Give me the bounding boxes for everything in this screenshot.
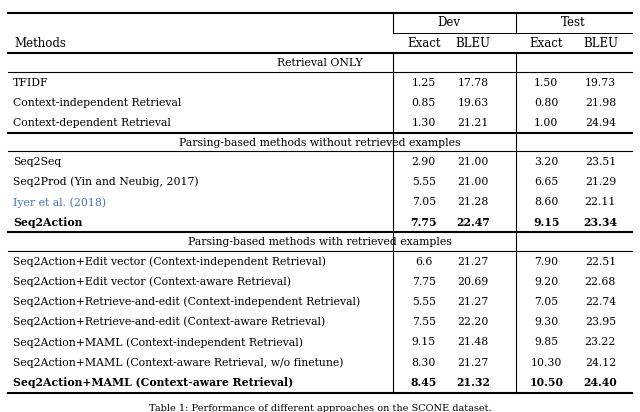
Text: 5.55: 5.55 bbox=[412, 177, 436, 187]
Text: 21.00: 21.00 bbox=[457, 157, 488, 167]
Text: 21.29: 21.29 bbox=[585, 177, 616, 187]
Text: 8.60: 8.60 bbox=[534, 197, 559, 207]
Text: BLEU: BLEU bbox=[583, 37, 618, 50]
Text: Seq2Action+MAML (Context-aware Retrieval, w/o finetune): Seq2Action+MAML (Context-aware Retrieval… bbox=[13, 357, 343, 368]
Text: 1.00: 1.00 bbox=[534, 118, 559, 128]
Text: Seq2Action+MAML (Context-independent Retrieval): Seq2Action+MAML (Context-independent Ret… bbox=[13, 337, 303, 348]
Text: Seq2Prod (Yin and Neubig, 2017): Seq2Prod (Yin and Neubig, 2017) bbox=[13, 177, 198, 187]
Text: 21.32: 21.32 bbox=[456, 377, 490, 389]
Text: 9.30: 9.30 bbox=[534, 317, 558, 327]
Text: 20.69: 20.69 bbox=[458, 277, 488, 287]
Text: 24.12: 24.12 bbox=[585, 358, 616, 368]
Text: 22.74: 22.74 bbox=[585, 297, 616, 307]
Text: Seq2Action+Retrieve-and-edit (Context-independent Retrieval): Seq2Action+Retrieve-and-edit (Context-in… bbox=[13, 297, 360, 307]
Text: 21.98: 21.98 bbox=[585, 98, 616, 108]
Text: 5.55: 5.55 bbox=[412, 297, 436, 307]
Text: 7.05: 7.05 bbox=[412, 197, 436, 207]
Text: 10.30: 10.30 bbox=[531, 358, 562, 368]
Text: 22.11: 22.11 bbox=[585, 197, 616, 207]
Text: Dev: Dev bbox=[437, 16, 460, 29]
Text: Retrieval ONLY: Retrieval ONLY bbox=[277, 58, 363, 68]
Text: Seq2Action+Retrieve-and-edit (Context-aware Retrieval): Seq2Action+Retrieve-and-edit (Context-aw… bbox=[13, 317, 325, 328]
Text: 7.05: 7.05 bbox=[534, 297, 558, 307]
Text: 1.50: 1.50 bbox=[534, 78, 558, 88]
Text: 7.90: 7.90 bbox=[534, 257, 558, 267]
Text: 3.20: 3.20 bbox=[534, 157, 559, 167]
Text: 22.51: 22.51 bbox=[585, 257, 616, 267]
Text: 23.22: 23.22 bbox=[585, 337, 616, 347]
Text: 7.55: 7.55 bbox=[412, 317, 436, 327]
Text: 21.48: 21.48 bbox=[458, 337, 488, 347]
Text: 10.50: 10.50 bbox=[529, 377, 563, 389]
Text: 21.27: 21.27 bbox=[458, 297, 488, 307]
Text: 9.15: 9.15 bbox=[412, 337, 436, 347]
Text: 9.85: 9.85 bbox=[534, 337, 558, 347]
Text: 1.25: 1.25 bbox=[412, 78, 436, 88]
Text: 21.28: 21.28 bbox=[457, 197, 488, 207]
Text: 19.73: 19.73 bbox=[585, 78, 616, 88]
Text: 22.20: 22.20 bbox=[457, 317, 488, 327]
Text: 17.78: 17.78 bbox=[458, 78, 488, 88]
Text: 22.68: 22.68 bbox=[585, 277, 616, 287]
Text: 2.90: 2.90 bbox=[412, 157, 436, 167]
Text: TFIDF: TFIDF bbox=[13, 78, 49, 88]
Text: Exact: Exact bbox=[407, 37, 440, 50]
Text: Iyer et al. (2018): Iyer et al. (2018) bbox=[13, 197, 106, 208]
Text: Test: Test bbox=[561, 16, 586, 29]
Text: 8.45: 8.45 bbox=[411, 377, 437, 389]
Text: Context-independent Retrieval: Context-independent Retrieval bbox=[13, 98, 181, 108]
Text: 23.34: 23.34 bbox=[584, 217, 618, 228]
Text: 0.80: 0.80 bbox=[534, 98, 559, 108]
Text: 24.40: 24.40 bbox=[584, 377, 617, 389]
Text: 6.65: 6.65 bbox=[534, 177, 558, 187]
Text: 21.00: 21.00 bbox=[457, 177, 488, 187]
Text: 19.63: 19.63 bbox=[458, 98, 488, 108]
Text: Seq2Action+MAML (Context-aware Retrieval): Seq2Action+MAML (Context-aware Retrieval… bbox=[13, 377, 293, 389]
Text: Context-dependent Retrieval: Context-dependent Retrieval bbox=[13, 118, 171, 128]
Text: 6.6: 6.6 bbox=[415, 257, 433, 267]
Text: 0.85: 0.85 bbox=[412, 98, 436, 108]
Text: 21.27: 21.27 bbox=[458, 257, 488, 267]
Text: 23.95: 23.95 bbox=[585, 317, 616, 327]
Text: Parsing-based methods with retrieved examples: Parsing-based methods with retrieved exa… bbox=[188, 237, 452, 247]
Text: 21.21: 21.21 bbox=[457, 118, 488, 128]
Text: Parsing-based methods without retrieved examples: Parsing-based methods without retrieved … bbox=[179, 138, 461, 147]
Text: 9.15: 9.15 bbox=[533, 217, 559, 228]
Text: 1.30: 1.30 bbox=[412, 118, 436, 128]
Text: 21.27: 21.27 bbox=[458, 358, 488, 368]
Text: 9.20: 9.20 bbox=[534, 277, 558, 287]
Text: Seq2Seq: Seq2Seq bbox=[13, 157, 61, 167]
Text: 23.51: 23.51 bbox=[585, 157, 616, 167]
Text: BLEU: BLEU bbox=[456, 37, 490, 50]
Text: 24.94: 24.94 bbox=[585, 118, 616, 128]
Text: 7.75: 7.75 bbox=[410, 217, 437, 228]
Text: Table 1: Performance of different approaches on the SCONE dataset.: Table 1: Performance of different approa… bbox=[148, 404, 492, 412]
Text: Seq2Action+Edit vector (Context-aware Retrieval): Seq2Action+Edit vector (Context-aware Re… bbox=[13, 276, 291, 287]
Text: Exact: Exact bbox=[529, 37, 563, 50]
Text: 8.30: 8.30 bbox=[412, 358, 436, 368]
Text: Seq2Action+Edit vector (Context-independent Retrieval): Seq2Action+Edit vector (Context-independ… bbox=[13, 256, 326, 267]
Text: Methods: Methods bbox=[14, 37, 66, 50]
Text: 22.47: 22.47 bbox=[456, 217, 490, 228]
Text: 7.75: 7.75 bbox=[412, 277, 436, 287]
Text: Seq2Action: Seq2Action bbox=[13, 217, 82, 228]
